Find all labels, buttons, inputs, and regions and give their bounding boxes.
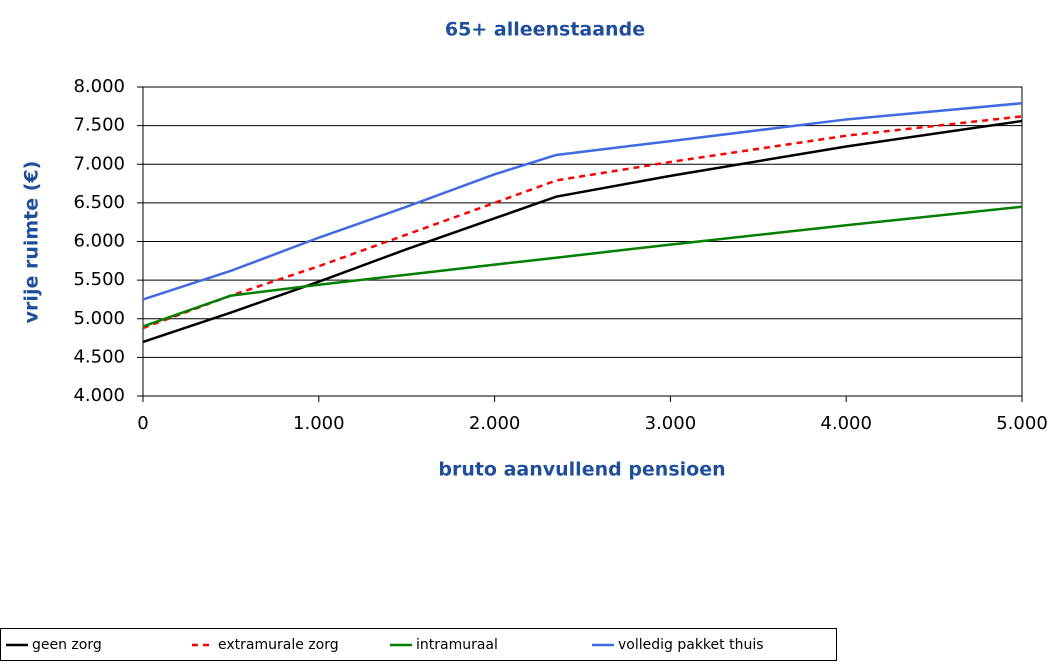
x-tick-label: 5.000 bbox=[996, 413, 1048, 434]
x-tick-label: 2.000 bbox=[469, 413, 521, 434]
legend-label: volledig pakket thuis bbox=[618, 637, 764, 653]
series-line bbox=[142, 115, 1023, 330]
y-tick-label: 4.000 bbox=[73, 385, 125, 406]
series-line bbox=[142, 101, 1023, 301]
x-tick-label: 1.000 bbox=[293, 413, 345, 434]
y-tick-label: 5.000 bbox=[73, 308, 125, 329]
legend-label: extramurale zorg bbox=[218, 637, 339, 653]
x-tick-label: 0 bbox=[137, 413, 148, 434]
x-axis-title: bruto aanvullend pensioen bbox=[438, 459, 725, 481]
x-tick-label: 3.000 bbox=[645, 413, 697, 434]
legend-box bbox=[0, 628, 837, 661]
y-tick-label: 7.000 bbox=[73, 153, 125, 174]
y-tick-label: 7.500 bbox=[73, 115, 125, 136]
y-axis-title: vrije ruimte (€) bbox=[21, 161, 43, 324]
series-line bbox=[142, 205, 1023, 328]
y-tick-label: 4.500 bbox=[73, 346, 125, 367]
series-line bbox=[142, 119, 1023, 344]
legend-label: geen zorg bbox=[32, 637, 102, 653]
x-tick-label: 4.000 bbox=[820, 413, 872, 434]
legend-label: intramuraal bbox=[416, 637, 498, 653]
y-tick-label: 8.000 bbox=[73, 76, 125, 97]
chart-title: 65+ alleenstaande bbox=[445, 19, 645, 41]
plot-border bbox=[142, 86, 1023, 397]
y-tick-label: 6.000 bbox=[73, 231, 125, 252]
y-tick-label: 5.500 bbox=[73, 269, 125, 290]
y-tick-label: 6.500 bbox=[73, 192, 125, 213]
